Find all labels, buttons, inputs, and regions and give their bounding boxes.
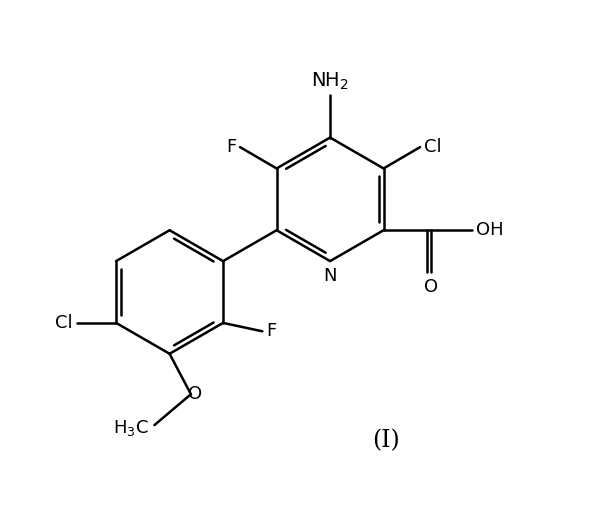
Text: F: F bbox=[266, 322, 277, 340]
Text: O: O bbox=[188, 385, 202, 403]
Text: Cl: Cl bbox=[424, 138, 442, 156]
Text: (I): (I) bbox=[372, 429, 400, 452]
Text: OH: OH bbox=[476, 221, 503, 239]
Text: Cl: Cl bbox=[55, 314, 73, 332]
Text: H$_3$C: H$_3$C bbox=[113, 418, 149, 438]
Text: NH$_2$: NH$_2$ bbox=[311, 70, 349, 91]
Text: N: N bbox=[323, 267, 337, 285]
Text: F: F bbox=[226, 138, 236, 156]
Text: O: O bbox=[424, 278, 439, 296]
